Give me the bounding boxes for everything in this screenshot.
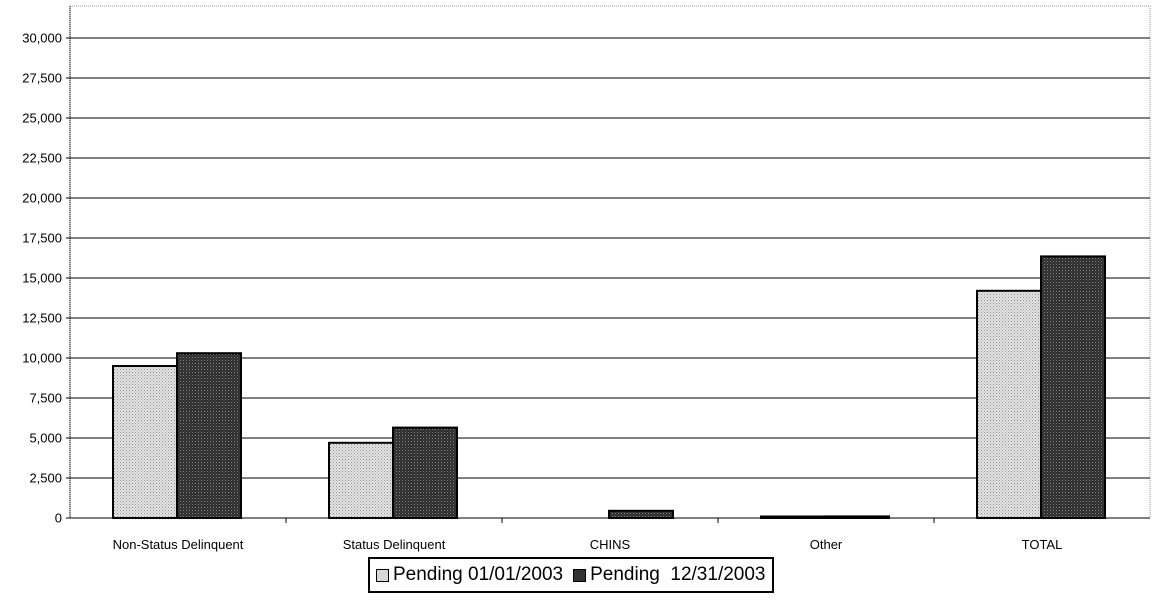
- x-category-label: Non-Status Delinquent: [113, 537, 244, 552]
- x-category-label: Other: [810, 537, 843, 552]
- y-tick-label: 2,500: [29, 471, 62, 486]
- y-tick-label: 22,500: [22, 151, 62, 166]
- bars: [112, 255, 1106, 520]
- gridlines: [70, 37, 1150, 479]
- y-tick-label: 15,000: [22, 271, 62, 286]
- x-category-label: Status Delinquent: [343, 537, 446, 552]
- y-tick-label: 12,500: [22, 311, 62, 326]
- bar-pending-12-31-2003: [608, 509, 674, 519]
- y-tick-label: 27,500: [22, 71, 62, 86]
- y-tick-label: 17,500: [22, 231, 62, 246]
- y-tick-label: 0: [55, 511, 62, 526]
- y-tick-label: 7,500: [29, 391, 62, 406]
- x-category-label: CHINS: [590, 537, 631, 552]
- y-tick-label: 10,000: [22, 351, 62, 366]
- legend-swatch-light: [376, 568, 389, 582]
- legend-label-series-1: Pending 01/01/2003: [393, 564, 564, 585]
- bar-pending-01-01-2003: [112, 365, 178, 519]
- bar-pending-01-01-2003: [328, 441, 394, 519]
- x-axis-ticks: Non-Status Delinquent Status Delinquent CH…: [113, 518, 1063, 552]
- legend: Pending 01/01/2003 Pending 12/31/2003: [368, 557, 774, 593]
- legend-swatch-dark: [573, 568, 587, 582]
- legend-item-series-1: Pending 01/01/2003: [376, 564, 563, 586]
- legend-label-series-2: Pending 12/31/2003: [590, 564, 766, 585]
- bar-pending-12-31-2003: [392, 426, 458, 520]
- y-tick-label: 30,000: [22, 31, 62, 46]
- y-axis-ticks: 0 2,500 5,000 7,500 10,000 12,500 15,000 17,500…: [22, 31, 70, 526]
- y-tick-label: 25,000: [22, 111, 62, 126]
- y-tick-label: 20,000: [22, 191, 62, 206]
- bar-pending-12-31-2003: [1040, 255, 1106, 519]
- y-tick-label: 5,000: [29, 431, 62, 446]
- bar-pending-12-31-2003: [176, 352, 242, 520]
- bar-pending-01-01-2003: [976, 289, 1042, 519]
- legend-item-series-2: Pending 12/31/2003: [573, 564, 766, 586]
- x-category-label: TOTAL: [1022, 537, 1063, 552]
